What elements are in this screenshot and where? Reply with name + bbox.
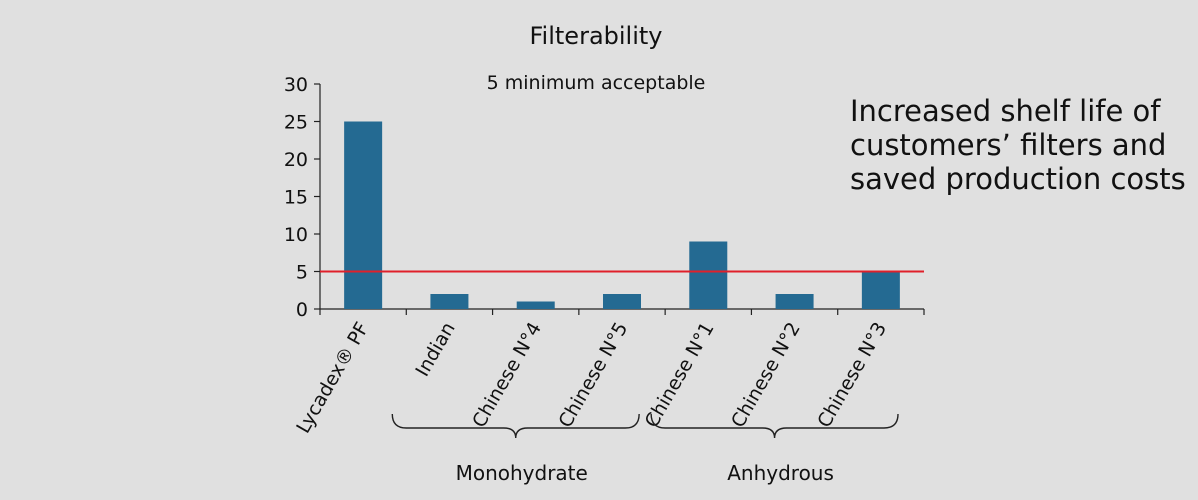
- y-tick-label: 10: [284, 224, 308, 246]
- x-tick-label: Lycadex® PF: [292, 319, 373, 438]
- x-tick-label: Chinese N°5: [554, 319, 632, 432]
- side-note-line: customers’ filters and: [850, 128, 1167, 162]
- y-tick-label: 20: [284, 149, 308, 171]
- bar-1: [430, 294, 469, 309]
- group-label: Anhydrous: [727, 461, 834, 485]
- side-note-line: saved production costs: [850, 162, 1186, 196]
- group-brace: [650, 413, 899, 439]
- x-tick-label: Chinese N°1: [641, 319, 719, 432]
- group-label: Monohydrate: [456, 461, 588, 485]
- chart-subtitle: 5 minimum acceptable: [487, 72, 706, 94]
- y-tick-label: 30: [284, 74, 308, 96]
- y-tick-label: 25: [284, 112, 308, 134]
- x-tick-label: Chinese N°4: [468, 319, 546, 432]
- chart-title: Filterability: [530, 22, 663, 50]
- x-tick-label: Indian: [411, 319, 459, 381]
- group-brace: [391, 413, 640, 439]
- bar-0: [344, 121, 383, 309]
- bar-6: [861, 271, 900, 309]
- y-tick-label: 0: [296, 299, 308, 321]
- bar-4: [689, 241, 728, 309]
- y-tick-label: 5: [296, 262, 308, 284]
- y-tick-label: 15: [284, 187, 308, 209]
- x-tick-label: Chinese N°3: [813, 319, 891, 432]
- side-note: Increased shelf life of customers’ filte…: [850, 94, 1186, 196]
- x-tick-label: Chinese N°2: [727, 319, 805, 432]
- bar-5: [775, 294, 814, 309]
- bar-3: [603, 294, 641, 309]
- side-note-line: Increased shelf life of: [850, 94, 1161, 128]
- bar-2: [516, 301, 555, 309]
